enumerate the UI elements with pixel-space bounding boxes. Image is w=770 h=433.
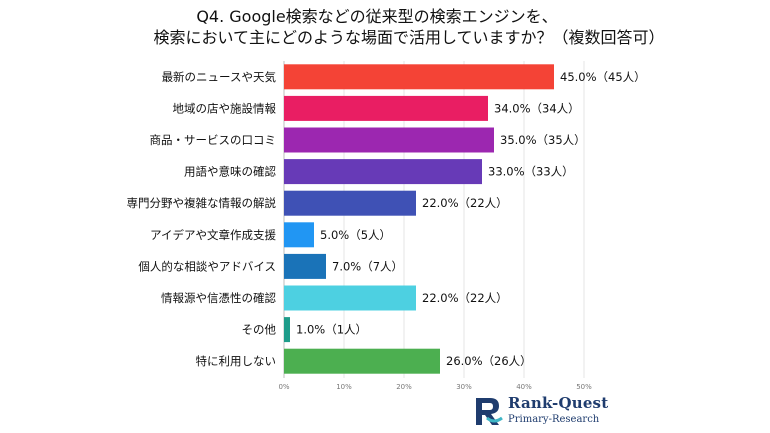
data-label: 22.0%（22人） xyxy=(422,291,508,305)
category-label: 最新のニュースや天気 xyxy=(162,70,277,84)
rank-quest-logo-icon xyxy=(476,398,503,425)
category-label: 個人的な相談やアドバイス xyxy=(138,259,276,273)
category-label: アイデアや文章作成支援 xyxy=(150,228,276,242)
brand-logo-block: Rank-Quest Primary-Research xyxy=(472,394,642,430)
category-label: 用語や意味の確認 xyxy=(184,165,276,179)
chart-title-line-2: 検索において主にどのような場面で活用していますか？（複数回答可） xyxy=(153,28,665,47)
x-tick-label: 50% xyxy=(576,383,592,391)
data-label: 33.0%（33人） xyxy=(488,165,574,179)
bar xyxy=(284,95,488,121)
category-label: 専門分野や複雑な情報の解説 xyxy=(127,196,277,210)
bar xyxy=(284,285,416,311)
bar xyxy=(284,348,440,374)
x-tick-label: 20% xyxy=(396,383,412,391)
data-label: 34.0%（34人） xyxy=(494,101,580,115)
data-label: 22.0%（22人） xyxy=(422,196,508,210)
bar xyxy=(284,64,554,90)
data-label: 35.0%（35人） xyxy=(500,133,586,147)
brand-subtitle: Primary-Research xyxy=(508,414,600,425)
x-tick-label: 30% xyxy=(456,383,472,391)
bar xyxy=(284,317,290,343)
chart-title-line-1: Q4. Google検索などの従来型の検索エンジンを、 xyxy=(196,7,558,26)
x-tick-label: 0% xyxy=(278,383,289,391)
data-label: 26.0%（26人） xyxy=(446,354,532,368)
category-label: 地域の店や施設情報 xyxy=(173,101,277,115)
bar xyxy=(284,159,482,185)
data-label: 1.0%（1人） xyxy=(296,323,367,337)
x-tick-label: 40% xyxy=(516,383,532,391)
category-label: 情報源や信憑性の確認 xyxy=(161,291,276,305)
data-label: 7.0%（7人） xyxy=(332,259,403,273)
category-label: 商品・サービスの口コミ xyxy=(150,133,277,147)
brand-name: Rank-Quest xyxy=(508,394,609,412)
x-tick-label: 10% xyxy=(336,383,352,391)
category-label: その他 xyxy=(242,323,277,337)
data-label: 45.0%（45人） xyxy=(560,70,646,84)
bar xyxy=(284,253,326,279)
bar xyxy=(284,222,314,248)
bar xyxy=(284,190,416,216)
data-label: 5.0%（5人） xyxy=(320,228,391,242)
category-label: 特に利用しない xyxy=(196,354,277,368)
bar xyxy=(284,127,494,153)
